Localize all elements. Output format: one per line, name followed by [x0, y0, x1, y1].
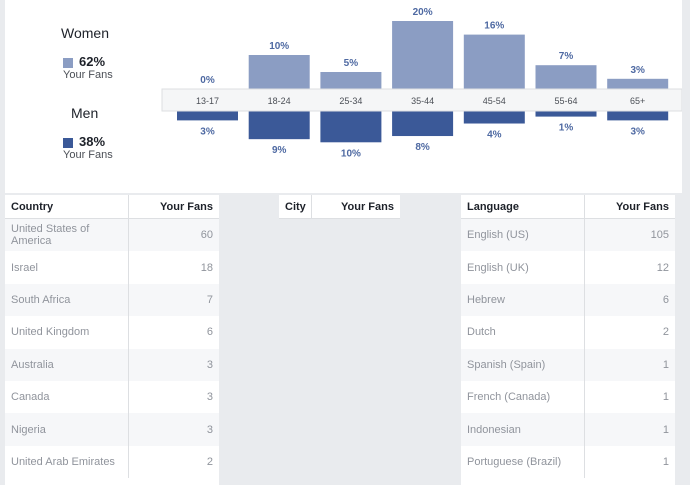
age-tick-label: 45-54: [483, 96, 506, 106]
language-row: French (Canada) 1: [461, 380, 675, 414]
women-subtitle: Your Fans: [63, 69, 113, 81]
country-table: Country Your Fans United States of Ameri…: [5, 195, 219, 485]
country-name-cell: Nigeria: [5, 413, 129, 446]
city-fans-column-header[interactable]: Your Fans: [341, 200, 394, 213]
language-row: Indonesian 1: [461, 413, 675, 446]
language-name-cell: Dutch: [461, 316, 585, 349]
country-name-cell: Australia: [5, 348, 129, 381]
men-value-label: 4%: [487, 130, 502, 141]
country-name-cell: United States of America: [5, 219, 129, 252]
country-row: United Kingdom 6: [5, 316, 219, 349]
language-fans-cell: 12: [656, 261, 669, 274]
women-value-label: 5%: [344, 58, 359, 69]
language-name-cell: French (Canada): [461, 380, 585, 414]
language-row: English (US) 105: [461, 219, 675, 252]
age-tick-label: 35-44: [411, 96, 434, 106]
men-value-label: 9%: [272, 145, 287, 156]
men-value-label: 3%: [630, 126, 645, 137]
country-name-cell: Canada: [5, 380, 129, 414]
country-fans-cell: 60: [200, 229, 213, 242]
language-fans-cell: 1: [662, 358, 669, 371]
country-row: Canada 3: [5, 380, 219, 414]
city-table: City Your Fans: [279, 195, 400, 219]
women-bar: [320, 72, 382, 89]
age-gender-chart: 13-17 18-24 25-34 35-44 45-54 55-64 65+ 0% 10% 5…: [161, 7, 682, 159]
language-name-cell: Portuguese (Brazil): [461, 445, 585, 479]
language-name-cell: English (US): [461, 219, 585, 252]
country-name-cell: Israel: [5, 251, 129, 284]
women-bar: [607, 78, 669, 89]
women-bar: [392, 21, 454, 89]
country-fans-cell: 3: [206, 358, 213, 371]
men-value-label: 8%: [415, 142, 430, 153]
age-tick-label: 25-34: [339, 96, 362, 106]
language-name-cell: Spanish (Spain): [461, 348, 585, 381]
city-column-header[interactable]: City: [279, 195, 312, 218]
language-fans-cell: 2: [662, 326, 669, 339]
country-row: United States of America 60: [5, 219, 219, 252]
country-fans-cell: 3: [206, 423, 213, 436]
age-axis-band: [161, 88, 682, 112]
country-row: United Arab Emirates 2: [5, 445, 219, 479]
country-column-header[interactable]: Country: [5, 195, 129, 218]
women-bar: [463, 34, 525, 89]
country-table-header: Country Your Fans: [5, 195, 219, 219]
age-tick-label: 65+: [630, 96, 645, 106]
country-row: Israel 18: [5, 251, 219, 284]
men-subtitle: Your Fans: [63, 149, 113, 161]
age-tick-label: 18-24: [268, 96, 291, 106]
language-column-header[interactable]: Language: [461, 195, 585, 218]
language-row: Hebrew 6: [461, 283, 675, 317]
country-fans-cell: 7: [206, 293, 213, 306]
country-row: Australia 3: [5, 348, 219, 381]
country-fans-cell: 18: [200, 261, 213, 274]
language-fans-column-header[interactable]: Your Fans: [616, 200, 669, 213]
men-percent: 38%: [79, 134, 106, 149]
language-name-cell: Hebrew: [461, 283, 585, 317]
women-value-label: 16%: [484, 21, 504, 32]
men-value-label: 3%: [200, 126, 215, 137]
women-value-label: 0%: [200, 75, 215, 86]
women-value-label: 20%: [413, 7, 433, 18]
women-swatch: [63, 58, 73, 68]
language-fans-cell: 105: [650, 229, 669, 242]
language-row: Spanish (Spain) 1: [461, 348, 675, 381]
men-swatch: [63, 138, 73, 148]
women-legend-title: Women: [61, 25, 109, 41]
language-fans-cell: 6: [662, 293, 669, 306]
women-percent: 62%: [79, 54, 106, 69]
men-value-label: 10%: [341, 148, 361, 159]
country-name-cell: United Kingdom: [5, 316, 129, 349]
country-row: Nigeria 3: [5, 413, 219, 446]
women-bar: [248, 55, 310, 89]
country-fans-column-header[interactable]: Your Fans: [160, 200, 213, 213]
language-row: Portuguese (Brazil) 1: [461, 445, 675, 479]
age-tick-label: 55-64: [554, 96, 577, 106]
language-fans-cell: 1: [662, 455, 669, 468]
language-row: English (UK) 12: [461, 251, 675, 284]
language-fans-cell: 1: [662, 391, 669, 404]
language-table-header: Language Your Fans: [461, 195, 675, 219]
country-name-cell: South Africa: [5, 283, 129, 317]
demographics-panel: Women 62% Your Fans Men 38% Your Fans 13…: [5, 0, 682, 193]
age-tick-label: 13-17: [196, 96, 219, 106]
country-fans-cell: 2: [206, 455, 213, 468]
men-value-label: 1%: [559, 123, 574, 134]
language-fans-cell: 1: [662, 423, 669, 436]
women-value-label: 3%: [630, 65, 645, 76]
country-fans-cell: 3: [206, 391, 213, 404]
language-name-cell: English (UK): [461, 251, 585, 284]
women-bar: [535, 65, 597, 89]
country-fans-cell: 6: [206, 326, 213, 339]
country-row: South Africa 7: [5, 283, 219, 317]
language-name-cell: Indonesian: [461, 413, 585, 446]
language-table: Language Your Fans English (US) 105 Englis…: [461, 195, 675, 485]
men-legend-title: Men: [71, 105, 99, 121]
women-value-label: 10%: [269, 41, 289, 52]
city-table-header: City Your Fans: [279, 195, 400, 219]
country-name-cell: United Arab Emirates: [5, 445, 129, 479]
women-value-label: 7%: [559, 51, 574, 62]
language-row: Dutch 2: [461, 316, 675, 349]
